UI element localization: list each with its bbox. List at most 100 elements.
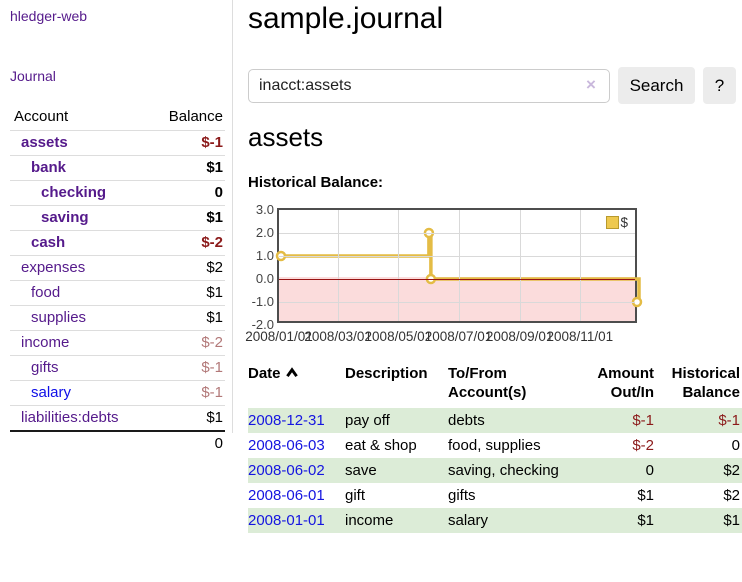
account-row-saving: saving $1 [10,205,225,231]
search-button[interactable]: Search [618,67,695,104]
transaction-date-link[interactable]: 2008-01-01 [248,512,325,529]
page-title: sample.journal [248,2,444,35]
x-tick-label: 2008/05/01 [364,329,433,344]
accounts-total-row: 0 [10,430,225,456]
clear-search-icon[interactable]: × [586,75,596,94]
register-header-balance: Historical Balance [671,365,740,401]
account-link-assets[interactable]: assets [21,134,68,151]
x-tick-label: 2008/09/01 [485,329,554,344]
account-row-assets: assets $-1 [10,130,225,156]
sidebar-item-journal[interactable]: Journal [10,68,56,84]
accounts-header-account: Account [14,108,69,125]
account-balance: $-1 [117,380,225,406]
transaction-date-link[interactable]: 2008-12-31 [248,412,325,429]
sidebar: hledger-web Journal Account Balance asse… [0,0,233,456]
transaction-accounts: gifts [448,487,476,504]
register-row: 2008-06-02 save saving, checking 0 $2 [248,458,742,483]
account-row-income: income $-2 [10,330,225,356]
app-brand-link[interactable]: hledger-web [10,8,88,24]
account-link-liabilities-debts[interactable]: liabilities:debts [21,409,119,426]
transaction-date-link[interactable]: 2008-06-02 [248,462,325,479]
x-tick-label: 2008/07/01 [424,329,493,344]
account-balance: $-2 [117,330,225,356]
account-heading: assets [248,122,324,152]
transaction-accounts: food, supplies [448,437,541,454]
account-balance: $-1 [117,130,225,156]
y-tick-label: 1.0 [255,248,274,263]
account-link-cash[interactable]: cash [31,234,66,251]
account-row-liabilities-debts: liabilities:debts $1 [10,405,225,431]
help-button[interactable]: ? [703,67,736,104]
historical-balance-chart: $ 2008/01/01 2008/03/01 2008/05/01 2008/07/… [245,200,742,350]
register-row: 2008-06-03 eat & shop food, supplies $-2… [248,433,742,458]
transaction-balance: 0 [731,437,740,454]
transaction-amount: $-1 [632,412,654,429]
account-balance: $1 [117,305,225,331]
y-tick-label: 2.0 [255,225,274,240]
y-tick-label: -2.0 [251,317,274,332]
register-header-description: Description [345,365,428,382]
transaction-balance: $1 [723,512,740,529]
account-row-bank: bank $1 [10,155,225,181]
transaction-balance: $2 [723,462,740,479]
account-balance: $2 [117,255,225,281]
register-row: 2008-12-31 pay off debts $-1 $-1 [248,408,742,433]
account-row-checking: checking 0 [10,180,225,206]
account-row-food: food $1 [10,280,225,306]
account-link-expenses[interactable]: expenses [21,259,86,276]
chart-legend: $ [604,214,630,231]
search-input[interactable] [248,69,610,103]
register-row: 2008-01-01 income salary $1 $1 [248,508,742,533]
sort-ascending-icon [285,367,298,378]
account-balance: $1 [117,205,225,231]
gridline [279,302,635,303]
x-tick-label: 2008/01/01 [245,329,313,344]
gridline [398,210,400,321]
gridline [519,210,521,321]
transaction-date-link[interactable]: 2008-06-01 [248,487,325,504]
legend-swatch [606,216,620,229]
y-tick-label: -1.0 [251,294,274,309]
gridline [279,233,635,234]
account-link-food[interactable]: food [31,284,61,301]
account-balance: $-2 [117,230,225,256]
account-row-supplies: supplies $1 [10,305,225,331]
register-header-date[interactable]: Date [248,362,345,408]
transaction-amount: $1 [637,512,654,529]
plot-area: $ 2008/01/01 2008/03/01 2008/05/01 2008/07/… [245,202,643,344]
account-balance: 0 [117,180,225,206]
register-header-accounts: To/From Account(s) [448,365,527,401]
account-link-saving[interactable]: saving [41,209,89,226]
account-balance: $1 [117,280,225,306]
account-link-salary[interactable]: salary [31,384,72,401]
account-balance: $-1 [117,355,225,381]
gridline [458,210,460,321]
account-link-gifts[interactable]: gifts [31,359,59,376]
register-header-amount: Amount Out/In [597,365,654,401]
transaction-description: save [345,462,377,479]
register-table: Date Description To/From Account(s) Amou… [248,362,742,533]
transaction-description: income [345,512,394,529]
transaction-amount: $1 [637,487,654,504]
transaction-accounts: saving, checking [448,462,559,479]
transaction-date-link[interactable]: 2008-06-03 [248,437,325,454]
transaction-balance: $-1 [718,412,740,429]
account-link-bank[interactable]: bank [31,159,67,176]
transaction-amount: $-2 [632,437,654,454]
gridline [579,210,581,321]
account-link-checking[interactable]: checking [41,184,107,201]
account-balance: $1 [117,405,225,431]
account-link-income[interactable]: income [21,334,70,351]
register-header-row: Date Description To/From Account(s) Amou… [248,362,742,408]
account-balance: $1 [117,155,225,181]
account-row-salary: salary $-1 [10,380,225,406]
accounts-header-row: Account Balance [10,104,225,131]
transaction-balance: $2 [723,487,740,504]
accounts-header-balance: Balance [168,108,223,125]
zero-line [279,279,635,280]
y-tick-label: 3.0 [255,202,274,217]
accounts-total-balance: 0 [117,430,225,456]
account-link-supplies[interactable]: supplies [31,309,87,326]
legend-label: $ [620,215,628,230]
x-tick-label: 2008/11/01 [546,329,614,344]
